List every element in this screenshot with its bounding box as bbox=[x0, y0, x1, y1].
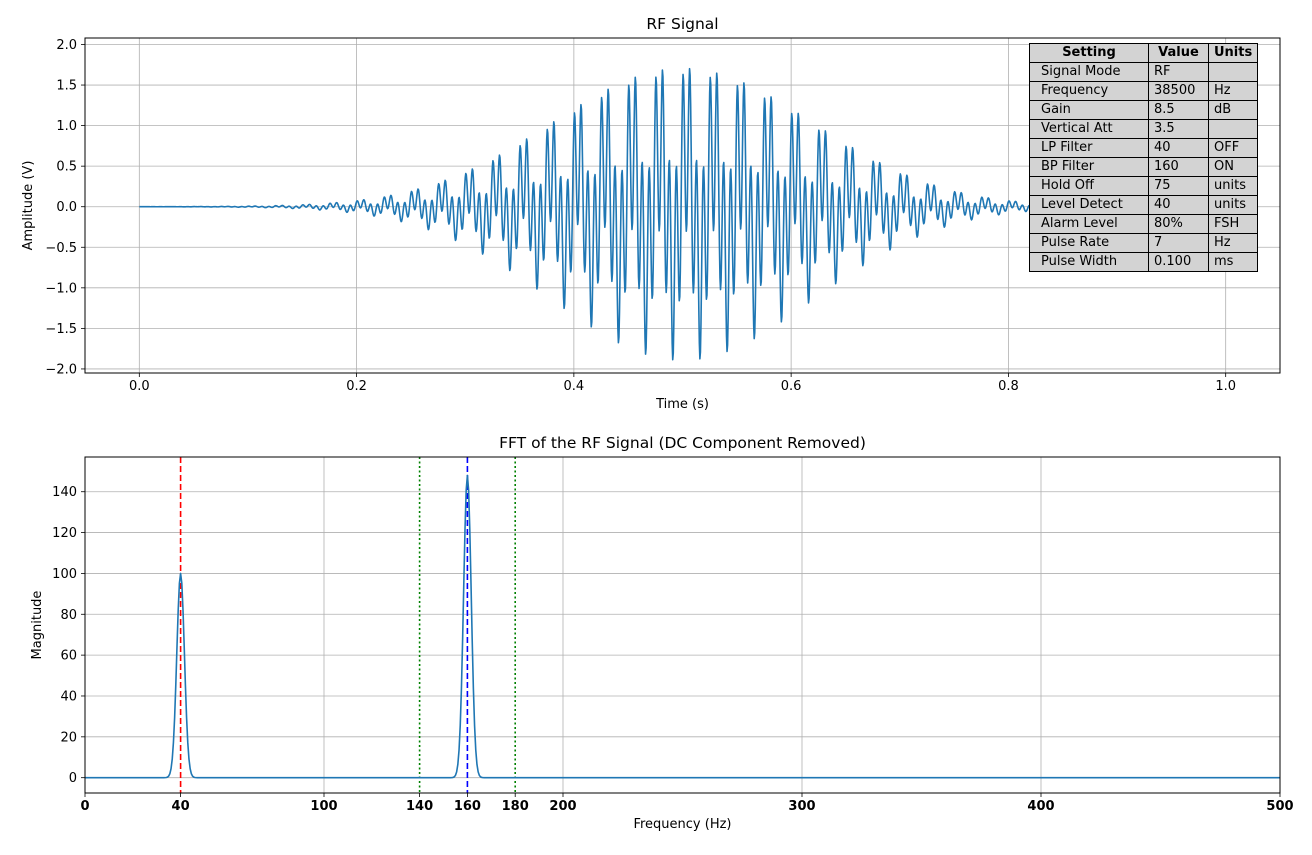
setting-name: Gain bbox=[1029, 100, 1149, 120]
x-tick-label: 0.2 bbox=[346, 379, 367, 394]
x-tick-label: 140 bbox=[406, 799, 433, 814]
x-axis-label: Time (s) bbox=[655, 397, 709, 412]
x-tick-label: 1.0 bbox=[1215, 379, 1236, 394]
settings-row: LP Filter 40 OFF bbox=[1029, 138, 1259, 158]
setting-unit: ON bbox=[1207, 157, 1259, 177]
y-tick-label: 60 bbox=[60, 649, 77, 664]
settings-row: BP Filter 160 ON bbox=[1029, 157, 1259, 177]
setting-unit: OFF bbox=[1207, 138, 1259, 158]
settings-row: Hold Off 75 units bbox=[1029, 176, 1259, 196]
setting-name: Pulse Width bbox=[1029, 252, 1149, 272]
settings-row: Signal Mode RF bbox=[1029, 62, 1259, 82]
x-tick-label: 0.8 bbox=[998, 379, 1019, 394]
setting-name: Frequency bbox=[1029, 81, 1149, 101]
setting-name: Signal Mode bbox=[1029, 62, 1149, 82]
setting-value: 7 bbox=[1148, 233, 1209, 253]
settings-table: Setting Value Units Signal Mode RF Frequ… bbox=[1029, 43, 1259, 272]
settings-table-header-row: Setting Value Units bbox=[1029, 43, 1259, 63]
setting-name: Alarm Level bbox=[1029, 214, 1149, 234]
settings-row: Pulse Rate 7 Hz bbox=[1029, 233, 1259, 253]
settings-row: Vertical Att 3.5 bbox=[1029, 119, 1259, 139]
settings-row: Pulse Width 0.100 ms bbox=[1029, 252, 1259, 272]
y-tick-label: 0.5 bbox=[56, 160, 77, 175]
y-tick-label: −1.5 bbox=[45, 322, 77, 337]
setting-unit: Hz bbox=[1207, 81, 1259, 101]
setting-value: RF bbox=[1148, 62, 1209, 82]
y-tick-label: 80 bbox=[60, 608, 77, 623]
x-tick-label: 400 bbox=[1027, 799, 1054, 814]
setting-value: 8.5 bbox=[1148, 100, 1209, 120]
y-tick-label: 1.5 bbox=[56, 79, 77, 94]
setting-name: Hold Off bbox=[1029, 176, 1149, 196]
y-tick-label: 2.0 bbox=[56, 38, 77, 53]
x-tick-label: 0.6 bbox=[781, 379, 802, 394]
settings-row: Level Detect 40 units bbox=[1029, 195, 1259, 215]
x-tick-label: 0.0 bbox=[129, 379, 150, 394]
settings-header-units: Units bbox=[1207, 43, 1259, 63]
axes-frame bbox=[84, 37, 1281, 374]
x-tick-label: 0.4 bbox=[564, 379, 585, 394]
y-tick-label: −0.5 bbox=[45, 241, 77, 256]
y-tick-label: −1.0 bbox=[45, 281, 77, 296]
setting-name: BP Filter bbox=[1029, 157, 1149, 177]
y-tick-label: 20 bbox=[60, 730, 77, 745]
x-tick-label: 160 bbox=[454, 799, 481, 814]
fft-axes: 0 40 100 140 160 180 200 300 400 500 0 20 40 60 80 100 1… bbox=[30, 434, 1294, 832]
setting-name: LP Filter bbox=[1029, 138, 1149, 158]
setting-value: 40 bbox=[1148, 195, 1209, 215]
y-tick-label: 0 bbox=[69, 771, 77, 786]
setting-unit bbox=[1207, 119, 1259, 139]
setting-name: Level Detect bbox=[1029, 195, 1149, 215]
setting-unit: dB bbox=[1207, 100, 1259, 120]
x-tick-label: 0 bbox=[80, 799, 89, 814]
settings-header-value: Value bbox=[1148, 43, 1209, 63]
setting-value: 3.5 bbox=[1148, 119, 1209, 139]
y-tick-label: −2.0 bbox=[45, 362, 77, 377]
setting-value: 38500 bbox=[1148, 81, 1209, 101]
x-tick-label: 200 bbox=[549, 799, 576, 814]
y-tick-label: 120 bbox=[52, 526, 77, 541]
setting-unit: units bbox=[1207, 195, 1259, 215]
setting-name: Vertical Att bbox=[1029, 119, 1149, 139]
x-tick-label: 300 bbox=[788, 799, 815, 814]
settings-row: Gain 8.5 dB bbox=[1029, 100, 1259, 120]
x-tick-label: 180 bbox=[502, 799, 529, 814]
axes-frame bbox=[84, 456, 1281, 794]
setting-unit: Hz bbox=[1207, 233, 1259, 253]
x-tick-label: 100 bbox=[310, 799, 337, 814]
y-tick-label: 0.0 bbox=[56, 200, 77, 215]
chart-title: RF Signal bbox=[646, 15, 718, 33]
x-axis-label: Frequency (Hz) bbox=[633, 817, 731, 832]
setting-unit: FSH bbox=[1207, 214, 1259, 234]
x-tick-label: 500 bbox=[1266, 799, 1293, 814]
y-tick-label: 140 bbox=[52, 485, 77, 500]
y-tick-label: 40 bbox=[60, 689, 77, 704]
setting-name: Pulse Rate bbox=[1029, 233, 1149, 253]
chart-title: FFT of the RF Signal (DC Component Remov… bbox=[499, 434, 866, 452]
fft-magnitude-line bbox=[85, 474, 1280, 779]
x-tick-label: 40 bbox=[172, 799, 190, 814]
setting-value: 0.100 bbox=[1148, 252, 1209, 272]
y-tick-label: 1.0 bbox=[56, 119, 77, 134]
settings-header-setting: Setting bbox=[1029, 43, 1149, 63]
setting-value: 40 bbox=[1148, 138, 1209, 158]
setting-unit: units bbox=[1207, 176, 1259, 196]
setting-unit bbox=[1207, 62, 1259, 82]
settings-row: Alarm Level 80% FSH bbox=[1029, 214, 1259, 234]
y-axis-label: Amplitude (V) bbox=[21, 161, 36, 251]
y-tick-label: 100 bbox=[52, 567, 77, 582]
setting-value: 160 bbox=[1148, 157, 1209, 177]
setting-value: 75 bbox=[1148, 176, 1209, 196]
y-axis-label: Magnitude bbox=[30, 591, 45, 660]
settings-row: Frequency 38500 Hz bbox=[1029, 81, 1259, 101]
setting-value: 80% bbox=[1148, 214, 1209, 234]
setting-unit: ms bbox=[1207, 252, 1259, 272]
